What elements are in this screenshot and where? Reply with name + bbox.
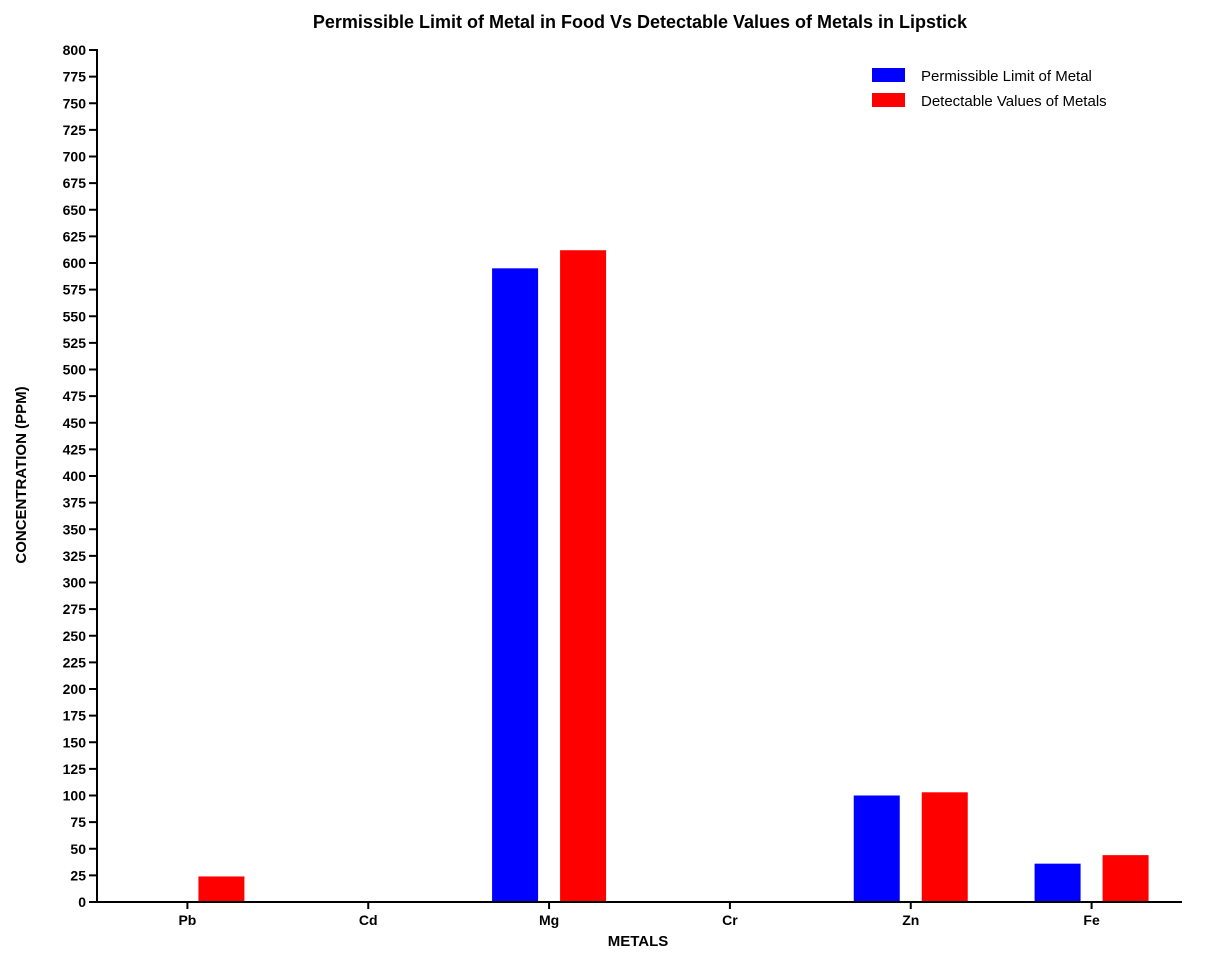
y-tick-label: 550 [63,308,87,324]
legend-label-permissible: Permissible Limit of Metal [921,68,1092,85]
y-tick-label: 450 [63,415,87,431]
x-tick-label: Fe [1083,912,1100,928]
bar-permissible-fe [1034,863,1081,902]
y-tick-label: 625 [63,228,87,244]
y-tick-label: 150 [63,734,87,750]
chart-title: Permissible Limit of Metal in Food Vs De… [313,12,968,32]
legend-label-detectable: Detectable Values of Metals [921,93,1107,110]
y-tick-label: 425 [63,441,87,457]
x-tick-label: Zn [902,912,919,928]
y-tick-label: 300 [63,575,87,591]
legend-swatch-detectable [872,93,905,107]
y-tick-label: 350 [63,521,87,537]
x-axis-label: METALS [608,933,669,950]
y-axis-ticks: 0 25 50 75 100 125 150 175 200 225 250 275 300 325 350… [63,42,97,910]
bar-detectable-pb [198,876,245,902]
y-axis-label: CONCENTRATION (PPM) [13,386,30,563]
y-tick-label: 250 [63,628,87,644]
x-axis-ticks: Pb Cd Mg Cr Zn Fe [178,902,1100,928]
y-tick-label: 750 [63,95,87,111]
bars-group [198,250,1149,903]
y-tick-label: 575 [63,282,87,298]
bar-detectable-mg [560,250,607,903]
y-tick-label: 200 [63,681,87,697]
y-tick-label: 600 [63,255,87,271]
y-tick-label: 175 [63,708,87,724]
y-tick-label: 0 [78,894,86,910]
y-tick-label: 400 [63,468,87,484]
x-tick-label: Mg [539,912,559,928]
y-tick-label: 225 [63,654,87,670]
y-tick-label: 375 [63,495,87,511]
x-tick-label: Cr [722,912,738,928]
y-tick-label: 800 [63,42,87,58]
y-tick-label: 100 [63,788,87,804]
y-tick-label: 675 [63,175,87,191]
y-tick-label: 700 [63,149,87,165]
y-tick-label: 725 [63,122,87,138]
x-tick-label: Cd [359,912,378,928]
y-tick-label: 75 [70,814,86,830]
y-tick-label: 275 [63,601,87,617]
bar-permissible-zn [853,795,900,902]
y-tick-label: 475 [63,388,87,404]
y-tick-label: 775 [63,69,87,85]
y-tick-label: 125 [63,761,87,777]
y-tick-label: 525 [63,335,87,351]
bar-detectable-fe [1102,855,1149,902]
y-tick-label: 50 [70,841,86,857]
bar-detectable-zn [921,792,968,902]
y-tick-label: 500 [63,362,87,378]
y-tick-label: 650 [63,202,87,218]
y-tick-label: 325 [63,548,87,564]
legend-swatch-permissible [872,68,905,82]
x-tick-label: Pb [178,912,196,928]
bar-permissible-mg [492,268,539,902]
y-tick-label: 25 [70,867,86,883]
legend: Permissible Limit of Metal Detectable Va… [872,68,1107,110]
